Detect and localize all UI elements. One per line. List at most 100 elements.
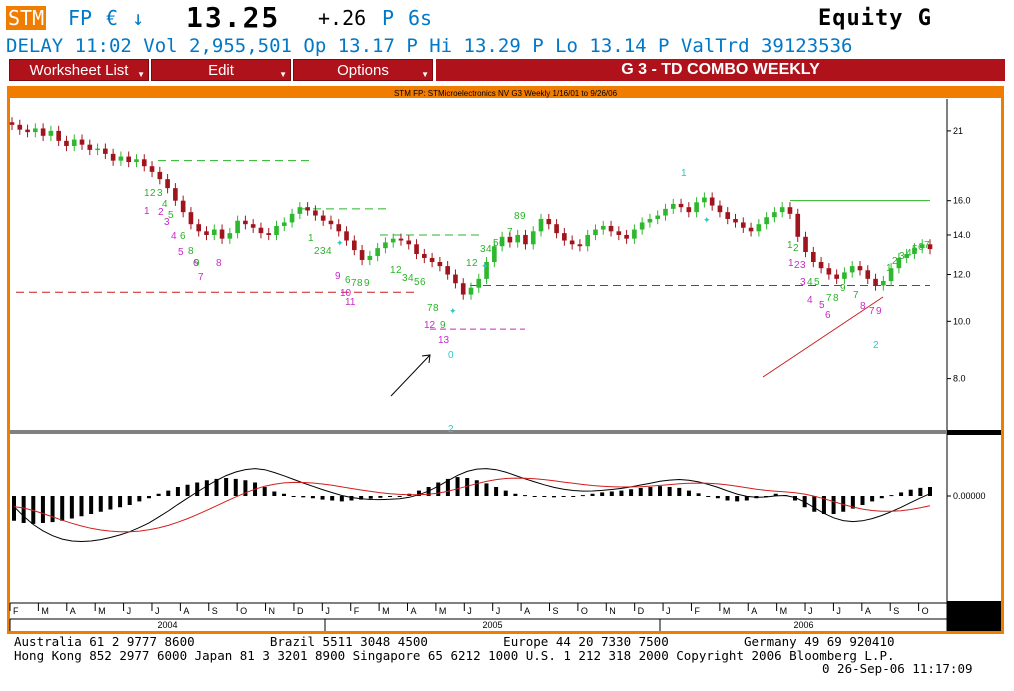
macd-histogram-bar	[185, 484, 190, 496]
macd-histogram-bar	[484, 483, 489, 496]
options-label: Options	[337, 62, 389, 79]
macd-histogram-bar	[600, 492, 605, 496]
candle-body	[888, 268, 894, 282]
month-label: A	[524, 606, 530, 616]
month-label: F	[13, 606, 19, 616]
ticker-badge[interactable]: STM	[6, 6, 47, 30]
candle-body	[173, 188, 178, 201]
macd-histogram-bar	[291, 496, 296, 497]
td-count-label: 4	[408, 273, 414, 284]
month-label: A	[865, 606, 871, 616]
month-label: M	[439, 606, 447, 616]
macd-histogram-bar	[378, 496, 383, 498]
td-count-label: 7	[924, 240, 930, 251]
macd-histogram-bar	[12, 496, 16, 521]
td-count-label: 7	[351, 278, 357, 289]
td-count-label: 2	[472, 258, 478, 269]
td-count-label: 6	[180, 231, 186, 242]
month-label: M	[98, 606, 106, 616]
candle-body	[912, 248, 917, 254]
month-label: A	[411, 606, 417, 616]
macd-histogram-bar	[918, 487, 923, 496]
candle-body	[632, 229, 637, 239]
macd-histogram-bar	[494, 487, 499, 496]
candle-body	[686, 207, 692, 213]
month-label: F	[354, 606, 360, 616]
td-count-label: 6	[918, 242, 924, 253]
td-count-label: 7	[507, 227, 513, 238]
candle-body	[414, 244, 419, 254]
td-count-label: 1	[144, 206, 150, 217]
macd-histogram-bar	[821, 496, 826, 514]
candle-body	[344, 231, 349, 241]
td-count-label: 3	[157, 188, 163, 199]
options-menu[interactable]: Options ▼	[293, 59, 433, 81]
td-marker-icon: ✦	[336, 239, 344, 249]
td-count-label: 6	[499, 238, 505, 249]
macd-histogram-bar	[262, 487, 267, 496]
edit-label: Edit	[208, 62, 234, 79]
month-label: J	[467, 606, 472, 616]
candle-body	[165, 179, 170, 189]
candle-body	[87, 144, 93, 150]
candle-body	[188, 212, 194, 225]
month-label: D	[297, 606, 304, 616]
candle-body	[320, 215, 326, 221]
macd-histogram-bar	[156, 493, 161, 496]
td-count-label: 5	[168, 210, 174, 221]
candle-body	[204, 231, 209, 235]
macd-histogram-bar	[870, 496, 875, 502]
candle-body	[523, 234, 528, 245]
edit-menu[interactable]: Edit ▼	[151, 59, 291, 81]
macd-histogram-bar	[40, 496, 45, 523]
candle-body	[779, 207, 785, 213]
macd-histogram-bar	[812, 496, 817, 512]
macd-histogram-bar	[50, 496, 55, 523]
candle-body	[507, 236, 513, 243]
td-count-label: 1	[681, 168, 687, 179]
candle-body	[56, 130, 61, 141]
macd-histogram-bar	[21, 496, 26, 523]
td-count-label: 3	[800, 260, 806, 271]
macd-histogram-bar	[744, 496, 749, 501]
candle-body	[219, 229, 225, 239]
candle-body	[460, 283, 466, 295]
candle-body	[624, 234, 629, 239]
panel-divider	[10, 430, 947, 434]
macd-histogram-bar	[339, 496, 344, 502]
security-type-label: Equity	[818, 6, 904, 31]
month-label: M	[780, 606, 788, 616]
macd-histogram-bar	[195, 482, 200, 496]
month-label: A	[751, 606, 757, 616]
osc-tick-label: 0.00000	[953, 491, 986, 501]
macd-histogram-bar	[667, 487, 672, 496]
macd-histogram-bar	[841, 496, 846, 512]
price-tick-label: 14.0	[953, 230, 971, 240]
annotation-arrow	[390, 354, 431, 397]
worksheet-list-menu[interactable]: Worksheet List ▼	[9, 59, 149, 81]
candle-body	[258, 227, 264, 234]
candle-body	[17, 124, 23, 130]
td-count-label: 7	[869, 306, 875, 317]
candle-body	[196, 224, 202, 232]
candle-body	[733, 218, 738, 223]
price-tick-label: 10.0	[953, 316, 971, 326]
candle-body	[25, 129, 30, 133]
td-count-label: 3	[899, 251, 905, 262]
td-count-label: 4	[906, 248, 912, 259]
td-count-label: 11	[345, 297, 356, 308]
macd-histogram-bar	[928, 487, 932, 496]
candle-body	[484, 262, 489, 279]
macd-histogram-bar	[224, 478, 229, 496]
month-label: M	[382, 606, 390, 616]
macd-histogram-bar	[725, 496, 730, 501]
month-label: D	[638, 606, 645, 616]
td-count-label: 4	[486, 244, 492, 255]
macd-histogram-bar	[137, 496, 142, 502]
down-arrow-icon: ↓	[132, 6, 145, 30]
macd-histogram-bar	[889, 495, 894, 497]
candle-body	[756, 224, 762, 232]
candle-body	[748, 227, 754, 232]
